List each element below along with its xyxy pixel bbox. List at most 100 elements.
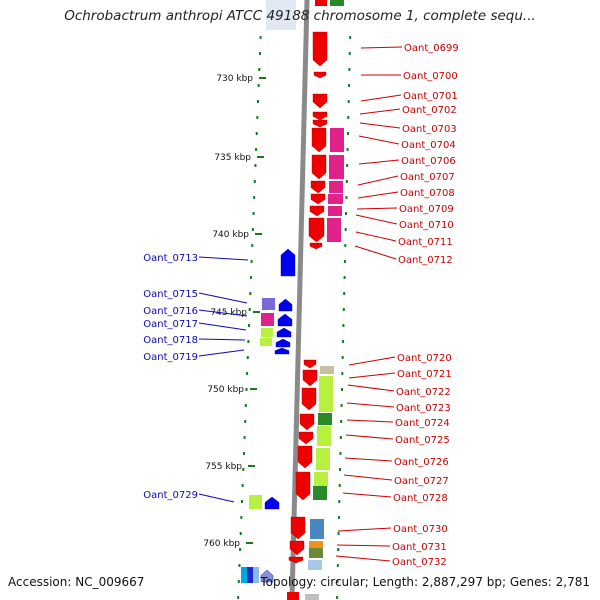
guide-dot: [346, 132, 349, 135]
reverse-gene-label[interactable]: Oant_0708: [400, 188, 455, 199]
guide-dot: [245, 388, 248, 391]
reverse-gene-leader: [346, 402, 395, 408]
guide-dot: [255, 148, 258, 151]
reverse-gene-arrow: [309, 205, 325, 217]
reverse-gene-label[interactable]: Oant_0701: [403, 91, 458, 102]
guide-dot: [344, 228, 347, 231]
cog-block: [313, 486, 327, 500]
reverse-gene-label[interactable]: Oant_0727: [394, 476, 449, 487]
cog-block: [287, 592, 299, 600]
reverse-gene-label[interactable]: Oant_0712: [398, 255, 453, 266]
reverse-gene-label[interactable]: Oant_0706: [401, 156, 456, 167]
guide-dot: [252, 212, 255, 215]
cog-block: [310, 519, 324, 539]
label-leaders: [198, 46, 403, 562]
guide-dot: [349, 36, 352, 39]
cog-block: [241, 567, 247, 583]
reverse-gene-label[interactable]: Oant_0730: [393, 524, 448, 535]
reverse-gene-label[interactable]: Oant_0728: [393, 493, 448, 504]
forward-gene-label[interactable]: Oant_0715: [143, 289, 198, 300]
forward-gene-label[interactable]: Oant_0713: [143, 253, 198, 264]
cog-block: [328, 194, 343, 204]
reverse-gene-leader: [355, 231, 397, 242]
reverse-gene-leader: [337, 527, 392, 532]
reverse-gene-leader: [354, 245, 397, 260]
cog-block: [330, 0, 344, 6]
reverse-gene-label[interactable]: Oant_0709: [399, 204, 454, 215]
guide-dot: [345, 212, 348, 215]
cog-block: [249, 495, 262, 509]
guide-dot: [337, 516, 340, 519]
guide-dot: [242, 468, 245, 471]
reverse-gene-label[interactable]: Oant_0700: [403, 71, 458, 82]
reverse-gene-label[interactable]: Oant_0726: [394, 457, 449, 468]
cog-block: [318, 413, 332, 425]
guide-dot: [336, 564, 339, 567]
reverse-gene-label[interactable]: Oant_0699: [404, 43, 459, 54]
guide-dot: [340, 420, 343, 423]
reverse-gene-label[interactable]: Oant_0703: [402, 124, 457, 135]
guide-dot: [237, 580, 240, 583]
guide-dot: [342, 324, 345, 327]
reverse-gene-arrow: [308, 217, 325, 243]
kbp-tick-label: 750 kbp: [207, 385, 244, 395]
forward-gene-label[interactable]: Oant_0717: [143, 319, 198, 330]
reverse-gene-arrow: [299, 413, 315, 431]
reverse-gene-label[interactable]: Oant_0724: [395, 418, 450, 429]
guide-dot: [244, 404, 247, 407]
cog-block: [253, 567, 259, 583]
guide-dot: [343, 260, 346, 263]
forward-gene-arrow: [264, 496, 280, 510]
reverse-gene-leader: [343, 474, 393, 481]
reverse-gene-leader: [358, 135, 400, 145]
reverse-gene-label[interactable]: Oant_0723: [396, 403, 451, 414]
dotted-guides: [237, 36, 352, 599]
guide-dot: [341, 356, 344, 359]
forward-gene-label[interactable]: Oant_0718: [143, 335, 198, 346]
guide-dot: [347, 100, 350, 103]
forward-gene-leader: [198, 322, 247, 331]
guide-dot: [339, 452, 342, 455]
guide-dot: [336, 596, 339, 599]
forward-gene-label[interactable]: Oant_0719: [143, 352, 198, 363]
guide-dot: [347, 116, 350, 119]
forward-gene-label[interactable]: Oant_0729: [143, 490, 198, 501]
cog-block: [305, 594, 319, 600]
guide-dot: [251, 244, 254, 247]
reverse-gene-label[interactable]: Oant_0720: [397, 353, 452, 364]
guide-dot: [248, 324, 251, 327]
guide-dot: [259, 36, 262, 39]
cog-block: [309, 548, 323, 558]
reverse-gene-label[interactable]: Oant_0710: [399, 220, 454, 231]
cog-block: [261, 313, 274, 326]
reverse-gene-label[interactable]: Oant_0725: [395, 435, 450, 446]
reverse-gene-label[interactable]: Oant_0711: [398, 237, 453, 248]
reverse-gene-label[interactable]: Oant_0707: [400, 172, 455, 183]
guide-dot: [339, 436, 342, 439]
guide-dot: [342, 340, 345, 343]
reverse-gene-label[interactable]: Oant_0731: [392, 542, 447, 553]
guide-dot: [341, 372, 344, 375]
guide-dot: [248, 308, 251, 311]
reverse-gene-label[interactable]: Oant_0732: [392, 557, 447, 568]
kbp-tick-label: 755 kbp: [205, 462, 242, 472]
guide-dot: [342, 308, 345, 311]
guide-dot: [253, 180, 256, 183]
kbp-ticks: 730 kbp 735 kbp 740 kbp 745 kbp 750 kbp 755 k…: [203, 74, 266, 549]
reverse-gene-label[interactable]: Oant_0704: [401, 140, 456, 151]
gene-labels[interactable]: Oant_0713 Oant_0715 Oant_0716 Oant_0717 Oant…: [143, 43, 458, 568]
forward-gene-label[interactable]: Oant_0716: [143, 306, 198, 317]
reverse-gene-label[interactable]: Oant_0702: [402, 105, 457, 116]
forward-gene-arrow: [277, 313, 293, 327]
guide-dot: [242, 452, 245, 455]
reverse-gene-label[interactable]: Oant_0722: [396, 387, 451, 398]
cog-block: [309, 541, 323, 548]
reverse-gene-arrow: [311, 154, 327, 180]
reverse-gene-leader: [342, 492, 392, 498]
reverse-gene-arrow: [310, 193, 326, 205]
cog-block: [261, 328, 273, 337]
forward-gene-leader: [198, 309, 248, 317]
reverse-gene-arrow: [312, 111, 328, 121]
guide-dot: [238, 564, 241, 567]
reverse-gene-label[interactable]: Oant_0721: [397, 369, 452, 380]
